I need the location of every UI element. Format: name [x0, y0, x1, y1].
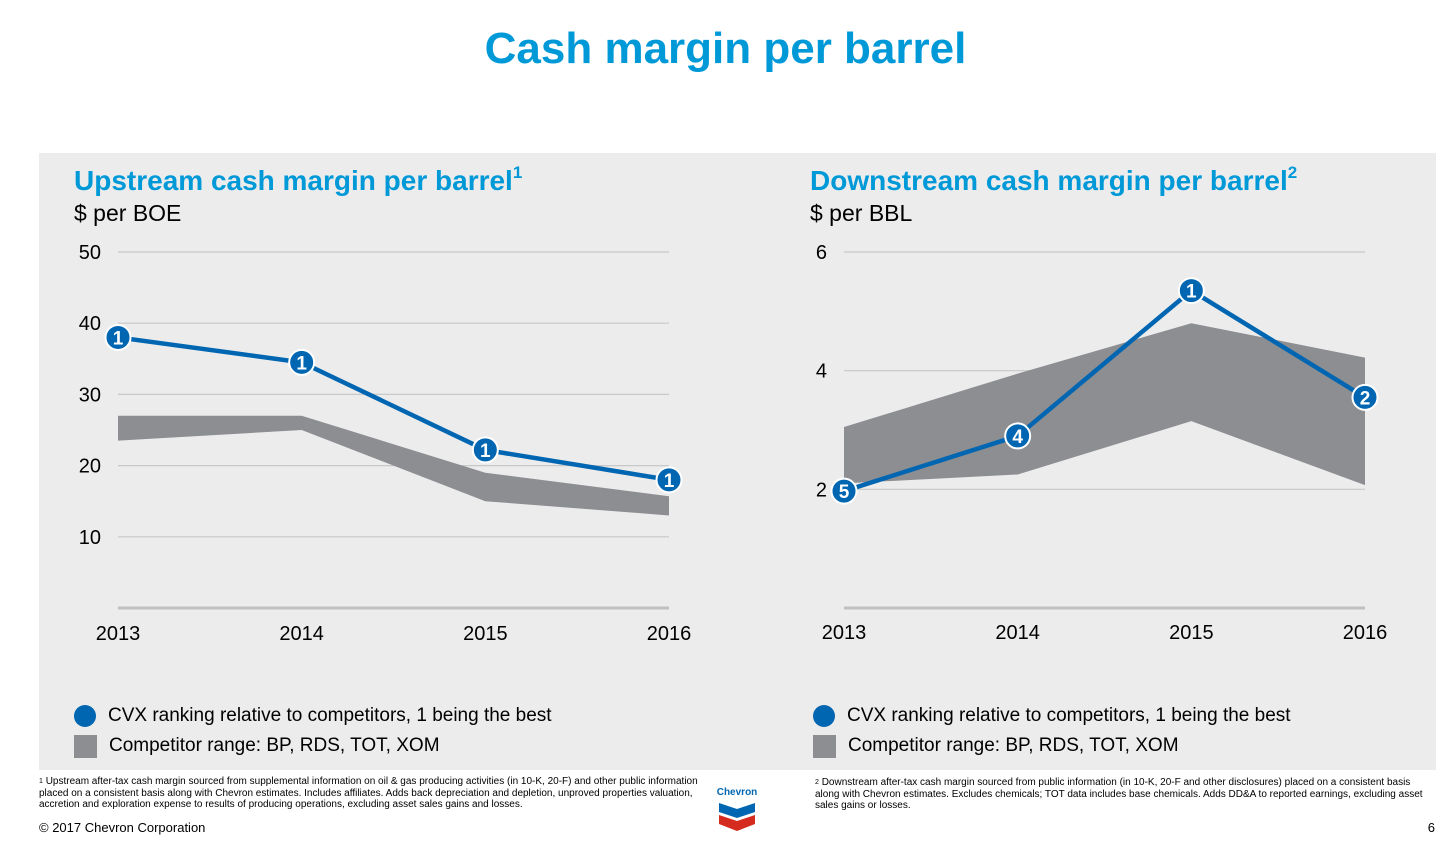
downstream-x-tick-label: 2015 [1169, 622, 1214, 644]
upstream-x-tick-label: 2013 [96, 623, 141, 645]
downstream-x-tick-label: 2016 [1343, 622, 1388, 644]
footnote-number: 1 [39, 778, 43, 785]
downstream-title-text: Downstream cash margin per barrel [810, 165, 1288, 196]
upstream-y-tick-label: 50 [79, 242, 101, 264]
downstream-unit-label: $ per BBL [810, 200, 913, 226]
legend-range-label: Competitor range: BP, RDS, TOT, XOM [109, 735, 440, 756]
downstream-rank-marker [1351, 383, 1379, 411]
downstream-y-tick-label: 6 [816, 242, 827, 264]
upstream-competitor-range-band [118, 415, 669, 516]
downstream-title-footnote-marker: 2 [1287, 163, 1298, 182]
legend-range-label: Competitor range: BP, RDS, TOT, XOM [848, 735, 1179, 756]
upstream-x-tick-label: 2015 [463, 623, 508, 645]
range-square-icon [813, 734, 836, 758]
downstream-y-tick-label: 2 [816, 479, 827, 501]
legend-item-range: Competitor range: BP, RDS, TOT, XOM [813, 731, 1291, 761]
downstream-rank-marker [830, 477, 858, 505]
upstream-footnote: 1 Upstream after-tax cash margin sourced… [39, 776, 709, 811]
ranking-dot-icon [74, 705, 96, 727]
footnote-text: Downstream after-tax cash margin sourced… [815, 777, 1423, 811]
downstream-y-tick-label: 4 [816, 361, 827, 383]
chart-panel-background [39, 153, 1436, 770]
legend-item-range: Competitor range: BP, RDS, TOT, XOM [74, 731, 552, 761]
upstream-cvx-line [117, 335, 670, 483]
upstream-legend: CVX ranking relative to competitors, 1 b… [74, 701, 552, 761]
charts-svg: 10 20 30 40 50 2013 2014 2015 2016 1 1 1 1 2 4 6 2013 201… [79, 242, 1388, 645]
upstream-rank-marker [104, 323, 132, 351]
downstream-chart-title: Downstream cash margin per barrel2 [810, 163, 1298, 197]
upstream-rank-marker [288, 348, 316, 376]
page-number: 6 [1427, 820, 1435, 835]
chevron-logo: Chevron [714, 787, 760, 835]
page-title: Cash margin per barrel [484, 24, 967, 73]
downstream-x-tick-label: 2014 [995, 622, 1040, 644]
downstream-x-tick-label: 2013 [822, 622, 867, 644]
ranking-dot-icon [813, 705, 835, 727]
upstream-y-tick-label: 10 [79, 527, 101, 549]
downstream-rank-label: 4 [1012, 427, 1023, 448]
downstream-legend: CVX ranking relative to competitors, 1 b… [813, 701, 1291, 761]
upstream-rank-label: 1 [296, 353, 307, 374]
legend-ranking-label: CVX ranking relative to competitors, 1 b… [847, 705, 1291, 726]
upstream-rank-marker [655, 466, 683, 494]
upstream-y-tick-label: 20 [79, 456, 101, 478]
upstream-x-tick-label: 2014 [279, 623, 324, 645]
downstream-rank-label: 5 [839, 482, 850, 503]
upstream-rank-label: 1 [664, 471, 675, 492]
upstream-rank-label: 1 [480, 441, 491, 462]
upstream-x-tick-label: 2016 [647, 623, 692, 645]
upstream-title-footnote-marker: 1 [512, 163, 523, 182]
upstream-y-tick-label: 30 [79, 384, 101, 406]
downstream-rank-label: 2 [1360, 388, 1371, 409]
upstream-rank-marker [471, 436, 499, 464]
upstream-chart-title: Upstream cash margin per barrel1 [74, 163, 523, 197]
chevron-logo-icon [719, 803, 755, 831]
logo-wordmark: Chevron [716, 787, 758, 798]
legend-item-ranking: CVX ranking relative to competitors, 1 b… [74, 701, 552, 731]
range-square-icon [74, 734, 97, 758]
upstream-rank-label: 1 [113, 328, 124, 349]
footnote-text: Upstream after-tax cash margin sourced f… [39, 776, 698, 810]
legend-ranking-label: CVX ranking relative to competitors, 1 b… [108, 705, 552, 726]
downstream-rank-label: 1 [1186, 282, 1197, 303]
downstream-rank-marker [1004, 422, 1032, 450]
upstream-unit-label: $ per BOE [74, 200, 182, 226]
downstream-cvx-line [843, 288, 1367, 494]
copyright: © 2017 Chevron Corporation [39, 820, 206, 835]
upstream-title-text: Upstream cash margin per barrel [74, 165, 513, 196]
upstream-y-tick-label: 40 [79, 313, 101, 335]
downstream-rank-marker [1177, 277, 1205, 305]
downstream-competitor-range-band [844, 323, 1365, 486]
footnote-number: 2 [815, 779, 819, 786]
downstream-footnote: 2 Downstream after-tax cash margin sourc… [815, 777, 1435, 812]
legend-item-ranking: CVX ranking relative to competitors, 1 b… [813, 701, 1291, 731]
